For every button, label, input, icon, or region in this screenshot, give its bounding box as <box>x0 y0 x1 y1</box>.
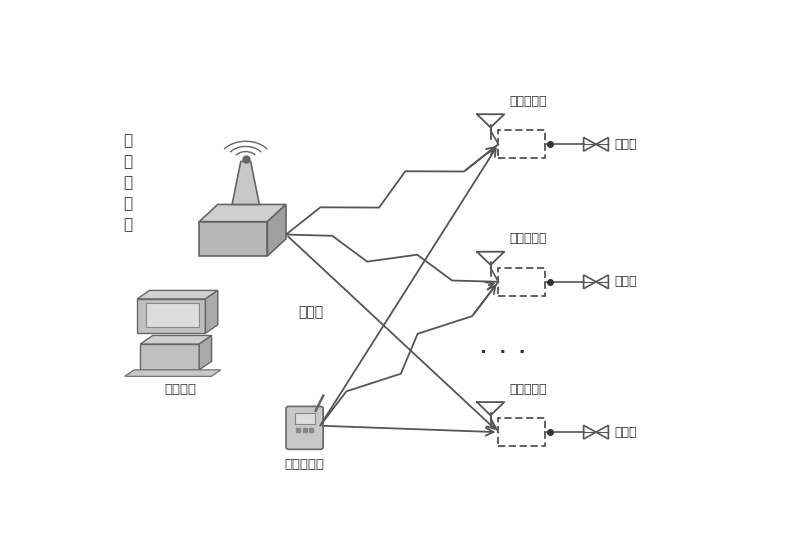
Bar <box>498 268 545 296</box>
FancyBboxPatch shape <box>286 406 323 449</box>
Polygon shape <box>125 370 221 376</box>
Text: 阀头控制器: 阀头控制器 <box>510 232 546 246</box>
Text: 中控终端: 中控终端 <box>165 383 197 396</box>
Text: 电磁阀: 电磁阀 <box>614 275 637 288</box>
Text: 电磁阀: 电磁阀 <box>614 138 637 151</box>
Polygon shape <box>267 204 286 256</box>
Text: 电磁阀: 电磁阀 <box>614 426 637 439</box>
Text: 阀头控制器: 阀头控制器 <box>510 95 546 108</box>
Polygon shape <box>138 290 218 299</box>
Polygon shape <box>199 222 267 256</box>
Polygon shape <box>140 335 211 344</box>
Bar <box>498 131 545 158</box>
Bar <box>146 303 198 327</box>
Polygon shape <box>199 204 286 222</box>
Text: ·  ·  ·: · · · <box>480 344 526 362</box>
Polygon shape <box>138 299 206 333</box>
Text: 工控机: 工控机 <box>298 305 323 319</box>
Polygon shape <box>206 290 218 333</box>
Polygon shape <box>140 344 199 370</box>
Bar <box>498 418 545 446</box>
Polygon shape <box>232 161 259 204</box>
Polygon shape <box>199 335 211 370</box>
Bar <box>294 413 314 424</box>
Text: 阀头控制器: 阀头控制器 <box>510 383 546 396</box>
Text: 中
央
收
发
器: 中 央 收 发 器 <box>123 133 133 233</box>
Text: 手持遥控器: 手持遥控器 <box>285 458 325 471</box>
